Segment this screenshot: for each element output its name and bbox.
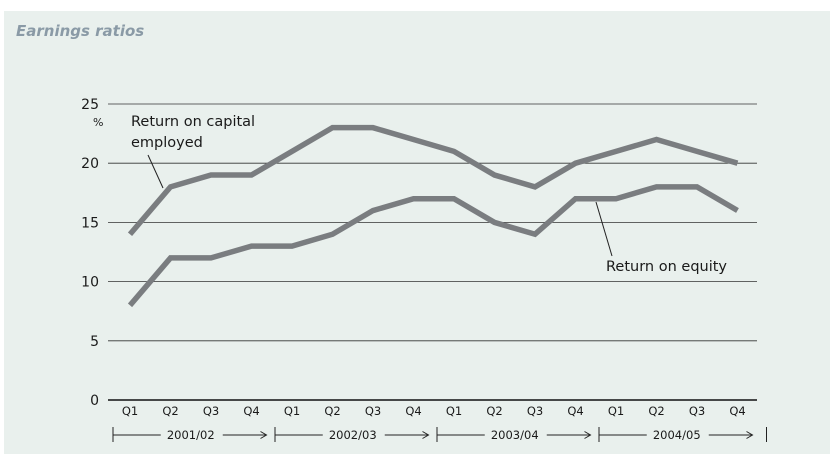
y-tick-labels: 0 5 10 15 20 25 (81, 97, 99, 409)
x-tick-label: Q2 (648, 404, 664, 418)
x-tick-label: Q3 (527, 404, 543, 418)
leader-line-roce (147, 154, 164, 189)
year-arrow-head (584, 431, 592, 439)
series-lines (127, 124, 739, 308)
x-tick-label: Q4 (405, 404, 421, 418)
x-tick-label: Q4 (729, 404, 745, 418)
series-line-0 (127, 124, 739, 237)
year-arrow-head (746, 431, 754, 439)
leader-line-roe (595, 201, 613, 257)
gridlines (108, 103, 757, 401)
year-label: 2001/02 (167, 428, 215, 442)
x-tick-labels: Q1 Q2 Q3 Q4 Q1 Q2 Q3 Q4 Q1 Q2 Q3 Q4 Q1 Q2 Q3 Q4 (122, 404, 746, 418)
year-label: 2002/03 (329, 428, 377, 442)
y-tick-label: 10 (81, 275, 99, 291)
x-tick-label: Q3 (365, 404, 381, 418)
year-arrow-head (422, 431, 430, 439)
x-tick-label: Q2 (162, 404, 178, 418)
y-tick-label: 20 (81, 156, 99, 172)
year-labels: 2001/02 2002/03 2003/04 2004/05 (112, 427, 767, 442)
y-axis-unit: % (93, 116, 103, 129)
year-label: 2003/04 (491, 428, 539, 442)
x-tick-label: Q1 (122, 404, 138, 418)
series-label-roce: Return on capital (131, 114, 255, 130)
x-tick-label: Q1 (446, 404, 462, 418)
year-label: 2004/05 (653, 428, 701, 442)
series-annotations: Return on capital employed Return on equit… (131, 114, 727, 275)
y-tick-label: 0 (90, 393, 99, 409)
chart-title: Earnings ratios (16, 22, 145, 40)
x-tick-label: Q4 (243, 404, 259, 418)
y-tick-label: 15 (81, 215, 99, 231)
y-tick-label: 25 (81, 97, 99, 113)
y-tick-label: 5 (90, 334, 99, 350)
year-arrow-head (260, 431, 268, 439)
x-tick-label: Q1 (608, 404, 624, 418)
chart-panel (4, 11, 830, 454)
series-line-1 (127, 184, 739, 308)
series-label-roce: employed (131, 135, 203, 151)
x-tick-label: Q3 (203, 404, 219, 418)
x-tick-label: Q1 (284, 404, 300, 418)
x-tick-label: Q3 (689, 404, 705, 418)
x-tick-label: Q2 (486, 404, 502, 418)
x-tick-label: Q2 (324, 404, 340, 418)
series-label-roe: Return on equity (606, 259, 727, 275)
x-tick-label: Q4 (567, 404, 583, 418)
